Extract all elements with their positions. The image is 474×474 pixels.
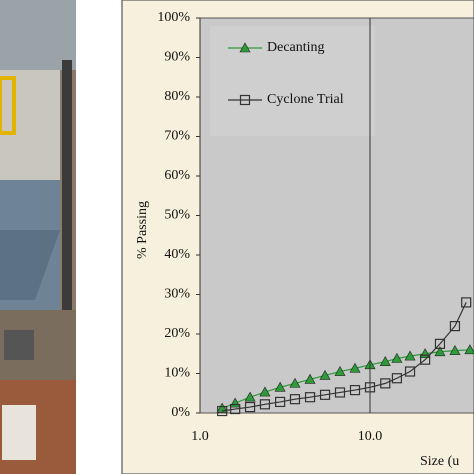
point [319, 369, 331, 380]
point [380, 378, 391, 389]
point [420, 354, 431, 365]
y-axis-title: % Passing [135, 201, 150, 259]
y-tick-label: 70% [164, 129, 190, 144]
y-tick-label: 10% [164, 366, 190, 381]
legend-marker [239, 42, 251, 53]
point [259, 386, 271, 397]
point [274, 381, 286, 392]
point [319, 389, 331, 400]
legend-label: Cyclone Trial [267, 92, 344, 107]
point [216, 402, 228, 413]
point [289, 377, 301, 388]
point [449, 321, 461, 332]
photo [0, 0, 76, 474]
y-tick-label: 90% [164, 50, 190, 65]
point [391, 373, 403, 384]
x-tick-label: 1.0 [191, 429, 209, 444]
point [464, 344, 474, 355]
point [244, 401, 256, 413]
point [434, 338, 446, 349]
point [334, 387, 346, 398]
point [230, 403, 241, 415]
point [404, 366, 416, 377]
y-tick-label: 50% [164, 208, 190, 223]
point [434, 346, 446, 357]
point [404, 350, 416, 361]
point [334, 365, 346, 376]
y-tick-label: 60% [164, 168, 190, 183]
point [379, 356, 391, 366]
point [244, 391, 256, 402]
point [349, 384, 361, 396]
point [275, 396, 286, 408]
y-tick-label: 100% [157, 10, 190, 25]
x-axis-title: Size (u [420, 454, 459, 469]
y-tick-label: 40% [164, 247, 190, 262]
point [449, 344, 461, 355]
legend-box [210, 26, 375, 136]
plot [216, 297, 474, 417]
point [259, 399, 271, 410]
y-tick-label: 0% [171, 405, 190, 420]
series-line [222, 302, 467, 412]
point [304, 392, 316, 403]
point [289, 394, 301, 405]
legend-label: Decanting [267, 40, 325, 55]
legend-marker [239, 94, 251, 106]
point [217, 405, 228, 417]
point [461, 297, 472, 308]
y-tick-label: 80% [164, 89, 190, 104]
point [391, 352, 403, 363]
y-tick-label: 30% [164, 287, 190, 302]
point [304, 373, 316, 384]
x-tick-label: 10.0 [358, 429, 383, 444]
point [349, 362, 361, 373]
y-tick-label: 20% [164, 326, 190, 341]
